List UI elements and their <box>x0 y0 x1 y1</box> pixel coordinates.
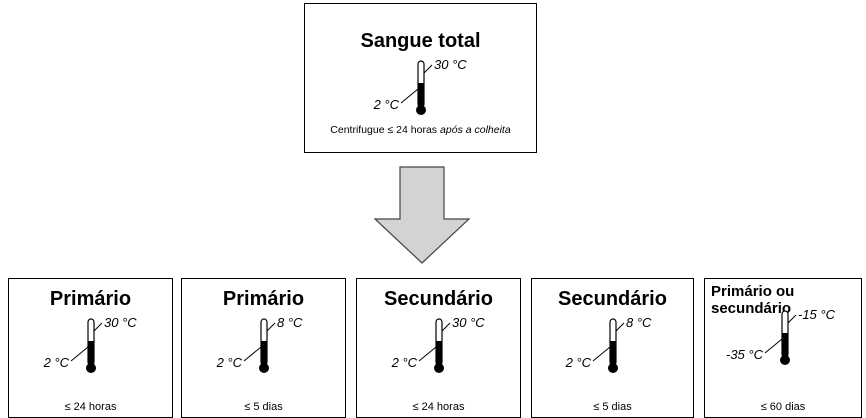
box-title: Primário ou secundário <box>711 283 795 317</box>
source-box: Sangue total 2 °C 30 °C Centrifugue ≤ 24 … <box>304 3 537 153</box>
low-leader <box>592 346 610 362</box>
duration: ≤ 60 dias <box>760 401 806 413</box>
high-temp: 30 °C <box>104 317 137 330</box>
bulb <box>433 363 444 373</box>
low-leader <box>70 346 88 362</box>
low-leader <box>243 346 261 362</box>
mercury <box>782 333 788 357</box>
low-temp: -35 °C <box>726 347 764 362</box>
storage-box: Primário 2 °C 8 °C ≤ 5 dias <box>181 278 346 418</box>
note-italic: após a colheita <box>440 124 511 136</box>
high-leader <box>266 322 275 332</box>
bulb <box>258 363 269 373</box>
storage-box: Primário 2 °C 30 °C ≤ 24 horas <box>8 278 173 418</box>
high-temp: 30 °C <box>452 317 485 330</box>
mercury <box>87 341 94 365</box>
mercury <box>260 341 267 365</box>
high-temp: 8 °C <box>277 317 303 330</box>
low-temp: 2 °C <box>564 355 591 370</box>
high-temp: 8 °C <box>626 317 652 330</box>
low-leader <box>400 88 418 104</box>
high-leader <box>423 64 432 74</box>
low-leader <box>418 346 436 362</box>
high-leader <box>441 322 450 332</box>
duration: ≤ 24 horas <box>412 401 465 413</box>
source-title: Sangue total <box>360 30 481 52</box>
duration: ≤ 24 horas <box>64 401 117 413</box>
high-temp: -15 °C <box>798 309 836 322</box>
low-temp: 2 °C <box>372 97 399 112</box>
bulb <box>85 363 96 373</box>
bulb <box>780 355 790 365</box>
thermometer: 2 °C 30 °C <box>390 317 485 373</box>
storage-box: Secundário 2 °C 8 °C ≤ 5 dias <box>531 278 694 418</box>
arrow <box>373 166 471 264</box>
thermometer: -35 °C -15 °C <box>726 309 836 365</box>
high-leader <box>93 322 102 332</box>
duration: ≤ 5 dias <box>593 401 632 413</box>
high-leader <box>787 314 797 324</box>
mercury <box>417 83 424 107</box>
mercury <box>435 341 442 365</box>
box-title: Primário <box>49 288 132 310</box>
bulb <box>415 105 426 115</box>
low-temp: 2 °C <box>42 355 69 370</box>
duration: ≤ 5 dias <box>244 401 283 413</box>
low-temp: 2 °C <box>390 355 417 370</box>
mercury <box>609 341 616 365</box>
low-leader <box>764 338 783 354</box>
thermometer: 2 °C 8 °C <box>215 317 303 373</box>
storage-box: Secundário 2 °C 30 °C ≤ 24 horas <box>356 278 521 418</box>
source-note: Centrifugue ≤ 24 horas após a colheita <box>305 124 536 136</box>
high-temp: 30 °C <box>434 59 467 72</box>
low-temp: 2 °C <box>215 355 242 370</box>
box-title: Secundário <box>384 288 493 310</box>
thermometer: 2 °C 30 °C <box>372 59 467 115</box>
box-title: Secundário <box>558 288 667 310</box>
note-text: Centrifugue ≤ 24 horas <box>330 124 438 136</box>
thermometer: 2 °C 8 °C <box>564 317 652 373</box>
thermometer: 2 °C 30 °C <box>42 317 137 373</box>
storage-box: Primário ou secundário -35 °C -15 °C ≤ 60 d… <box>704 278 862 418</box>
bulb <box>607 363 618 373</box>
high-leader <box>615 322 624 332</box>
box-title: Primário <box>222 288 305 310</box>
